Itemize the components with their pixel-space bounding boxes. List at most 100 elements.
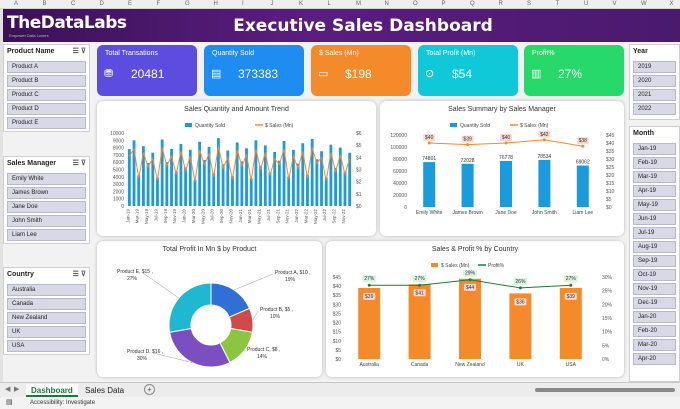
slicer-title: Month — [633, 130, 654, 137]
column-header[interactable]: G — [185, 1, 190, 7]
line-point — [466, 143, 470, 147]
y2-tick-label: $5 — [356, 143, 362, 149]
slicer-item[interactable]: USA — [7, 340, 86, 352]
x-tick-label: Liam Lee — [573, 210, 594, 216]
column-header[interactable]: C — [71, 1, 76, 7]
x-tick-label: May-20 — [200, 209, 205, 225]
accessibility-status[interactable]: Accessibility: Investigate — [30, 400, 96, 406]
pie-label: Product A, $10 , — [275, 270, 311, 276]
data-label: 76778 — [499, 155, 513, 161]
bar — [184, 167, 187, 206]
slicer-item[interactable]: Nov-19 — [633, 283, 676, 295]
column-header[interactable]: B — [42, 1, 47, 7]
slicer-item[interactable]: Emily White — [7, 173, 86, 185]
column-header[interactable]: A — [14, 1, 19, 7]
slicer-month: Month Jan-19 Feb-19 Mar-19 Apr-19 May-19 Jun-… — [629, 126, 680, 382]
pie-slice — [168, 282, 212, 333]
slicer-item[interactable]: Jan-20 — [633, 311, 676, 323]
slicer-item[interactable]: Jun-19 — [633, 213, 676, 225]
column-header[interactable]: D — [99, 1, 104, 7]
column-header[interactable]: O — [413, 1, 418, 7]
filter-clear-icon[interactable]: ☰ ⊽ — [72, 48, 86, 55]
column-header[interactable]: L — [327, 1, 331, 7]
slicer-item[interactable]: 2022 — [633, 103, 676, 115]
column-header[interactable]: K — [299, 1, 304, 7]
slicer-item[interactable]: New Zealand — [7, 312, 86, 324]
pie-percent: 27% — [127, 276, 138, 282]
bar — [559, 287, 582, 359]
y-tick-label: $15 — [333, 330, 342, 336]
tab-sales-data[interactable]: Sales Data — [85, 386, 125, 395]
column-header[interactable]: V — [612, 1, 617, 7]
bar — [306, 174, 309, 206]
slicer-country: Country ☰ ⊽ Australia Canada New Zealand UK U… — [3, 267, 90, 355]
slicer-item[interactable]: Mar-20 — [633, 339, 676, 351]
slicer-item[interactable]: Feb-20 — [633, 325, 676, 337]
column-header[interactable]: Q — [470, 1, 475, 7]
slicer-item[interactable]: 2020 — [633, 75, 676, 87]
slicer-item[interactable]: Apr-19 — [633, 185, 676, 197]
column-header[interactable]: I — [242, 1, 244, 7]
horizontal-scrollbar[interactable] — [535, 388, 675, 392]
slicer-item[interactable]: Product C — [7, 89, 86, 101]
x-tick-label: Nov-20 — [228, 209, 233, 224]
filter-clear-icon[interactable]: ☰ ⊽ — [72, 271, 86, 278]
slicer-item[interactable]: Mar-19 — [633, 171, 676, 183]
tab-prev-icon[interactable]: ◀ — [5, 386, 11, 393]
column-header[interactable]: F — [156, 1, 161, 7]
slicer-item[interactable]: Product B — [7, 75, 86, 87]
column-header[interactable]: N — [384, 1, 389, 7]
slicer-item[interactable]: Aug-19 — [633, 241, 676, 253]
column-header[interactable]: M — [356, 1, 361, 7]
slicer-item[interactable]: Liam Lee — [7, 229, 86, 241]
bar — [240, 161, 244, 206]
slicer-item[interactable]: Jan-19 — [633, 143, 676, 155]
slicer-item[interactable]: Product E — [7, 117, 86, 129]
slicer-item[interactable]: Australia — [7, 284, 86, 296]
slicer-item[interactable]: Oct-19 — [633, 269, 676, 281]
chart-icon: ▥ — [531, 68, 542, 80]
tab-next-icon[interactable]: ▶ — [14, 386, 20, 393]
slicer-item[interactable]: Feb-19 — [633, 157, 676, 169]
sales-line — [128, 146, 351, 182]
slicer-item[interactable]: Dec-19 — [633, 297, 676, 309]
data-label: $40 — [502, 135, 511, 141]
slicer-item[interactable]: Jane Doe — [7, 201, 86, 213]
column-header[interactable]: R — [498, 1, 503, 7]
filter-clear-icon[interactable]: ☰ ⊽ — [72, 160, 86, 167]
slicer-item[interactable]: 2019 — [633, 61, 676, 73]
slicer-item[interactable]: Product A — [7, 61, 86, 73]
label-bg — [538, 130, 551, 138]
slicer-item[interactable]: James Brown — [7, 187, 86, 199]
column-header[interactable]: P — [441, 1, 446, 7]
add-sheet-button[interactable]: + — [144, 384, 155, 395]
line-point — [518, 286, 522, 290]
column-header[interactable]: J — [270, 1, 274, 7]
column-header[interactable]: H — [213, 1, 218, 7]
column-header[interactable]: S — [527, 1, 532, 7]
slicer-title: Year — [633, 48, 648, 55]
slicer-item[interactable]: Apr-20 — [633, 353, 676, 365]
slicer-item[interactable]: May-19 — [633, 199, 676, 211]
data-label: $42 — [540, 132, 549, 138]
column-header[interactable]: E — [128, 1, 133, 7]
column-header[interactable]: U — [584, 1, 589, 7]
slicer-items: 2019 2020 2021 2022 — [630, 61, 679, 115]
column-header[interactable]: W — [641, 1, 647, 7]
data-label: 27% — [364, 276, 375, 282]
y2-tick-label: 15% — [602, 316, 613, 322]
slicer-item[interactable]: 2021 — [633, 89, 676, 101]
manager-chart-panel: Sales Summary by Sales Manager Quantity … — [380, 101, 624, 236]
leader-line — [152, 352, 193, 363]
column-header[interactable]: X — [669, 1, 674, 7]
slicer-item[interactable]: Canada — [7, 298, 86, 310]
slicer-item[interactable]: Sep-19 — [633, 255, 676, 267]
bar — [310, 138, 314, 206]
column-header[interactable]: T — [555, 1, 560, 7]
y-tick-label: 9000 — [113, 138, 124, 144]
slicer-item[interactable]: John Smith — [7, 215, 86, 227]
slicer-item[interactable]: UK — [7, 326, 86, 338]
slicer-item[interactable]: Jul-19 — [633, 227, 676, 239]
slicer-item[interactable]: Product D — [7, 103, 86, 115]
tab-dashboard[interactable]: Dashboard — [26, 384, 78, 397]
